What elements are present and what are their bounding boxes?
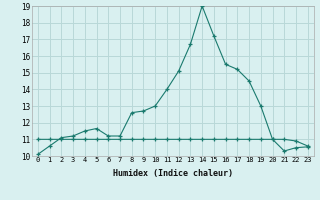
X-axis label: Humidex (Indice chaleur): Humidex (Indice chaleur) [113, 169, 233, 178]
